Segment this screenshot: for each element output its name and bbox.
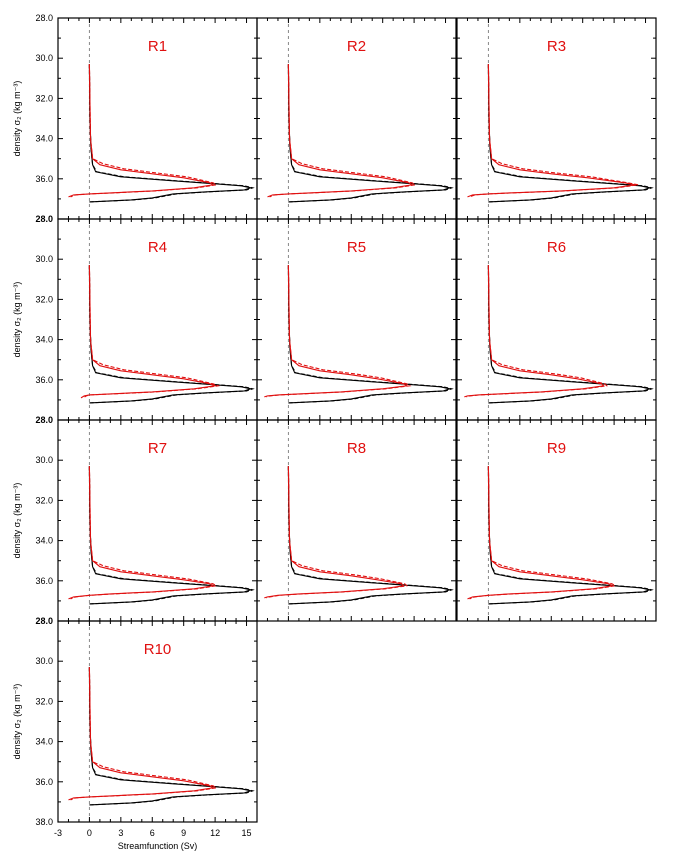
x-axis-label: Streamfunction (Sv) [118, 841, 198, 851]
series-line-red-dashed [266, 265, 412, 398]
y-tick-label: 32.0 [35, 495, 53, 505]
y-tick-label: 34.0 [35, 737, 53, 747]
panel-r1: 28.0 30.0 32.0 34.0 36.0 density σ₂ (kg m⁻³) R… [12, 13, 258, 220]
panel-title: R3 [547, 38, 566, 55]
y-tick-label: 32.0 [35, 294, 53, 304]
series-line-black-solid [487, 466, 652, 605]
series-line-red-dashed [82, 265, 221, 399]
panel-title: R1 [148, 38, 167, 55]
y-tick-label: 36.0 [35, 777, 53, 787]
panel-r7: 28.0 30.0 32.0 34.0 36.0 density σ₂ (kg m⁻³) R… [12, 415, 258, 622]
y-tick-label: 32.0 [35, 696, 53, 706]
y-tick-label: 34.0 [35, 134, 53, 144]
series-line-red-solid [264, 466, 405, 599]
panel-title: R9 [547, 440, 566, 457]
x-tick-label: 12 [210, 828, 220, 838]
series-line-red-solid [80, 265, 218, 399]
series-line-red-dashed [266, 466, 409, 599]
series-line-red-dashed [466, 265, 609, 398]
x-tick-label: -3 [54, 828, 62, 838]
series-line-black-solid [88, 64, 253, 203]
y-tick-label: 32.0 [35, 93, 53, 103]
panel-r5: R5 [256, 218, 457, 421]
series-line-black-solid [487, 64, 652, 203]
panel-title: R8 [347, 440, 366, 457]
panels-layer: 28.0 30.0 32.0 34.0 36.0 density σ₂ (kg m⁻³) R… [12, 13, 657, 851]
panel-r9: R9 [456, 419, 657, 622]
series-line-black-dashed [88, 667, 255, 806]
y-axis-label: density σ₂ (kg m⁻³) [12, 483, 22, 559]
series-line-red-solid [68, 64, 215, 198]
series-line-black-solid [287, 64, 452, 203]
x-tick-label: 6 [150, 828, 155, 838]
y-tick-label: 30.0 [35, 656, 53, 666]
panel-title: R10 [144, 641, 172, 658]
series-line-red-dashed [469, 466, 617, 600]
series-line-black-dashed [88, 265, 255, 404]
y-tick-label: 30.0 [35, 53, 53, 63]
y-tick-label: 30.0 [35, 254, 53, 264]
series-line-black-solid [287, 265, 452, 404]
y-axis-label: density σ₂ (kg m⁻³) [12, 684, 22, 760]
panel-title: R2 [347, 38, 366, 55]
series-line-black-solid [487, 265, 652, 404]
series-line-black-dashed [487, 466, 654, 605]
series-line-black-dashed [287, 64, 454, 203]
x-tick-label: 0 [87, 828, 92, 838]
panel-title: R7 [148, 440, 167, 457]
panel-r4: 28.0 30.0 32.0 34.0 36.0 density σ₂ (kg m⁻³) R… [12, 214, 258, 421]
y-tick-label: 28.0 [35, 214, 53, 224]
series-line-red-solid [68, 466, 215, 600]
series-line-black-solid [88, 265, 253, 404]
series-line-red-dashed [269, 64, 417, 198]
y-tick-label: 36.0 [35, 174, 53, 184]
panel-title: R6 [547, 239, 566, 256]
series-line-black-dashed [88, 64, 255, 203]
series-line-red-dashed [469, 64, 639, 198]
series-line-red-solid [467, 64, 636, 198]
y-tick-label: 28.0 [35, 616, 53, 626]
series-line-red-solid [267, 64, 414, 198]
y-tick-label: 34.0 [35, 335, 53, 345]
panel-title: R4 [148, 239, 167, 256]
series-line-red-solid [264, 265, 409, 398]
series-line-red-solid [467, 466, 614, 600]
panel-r8: R8 [256, 419, 457, 622]
x-axis-labels: -3 0 3 6 9 12 15 Streamfunction (Sv) [54, 828, 252, 851]
panel-r2: R2 [256, 17, 457, 220]
x-tick-label: 15 [242, 828, 252, 838]
y-axis-label: density σ₂ (kg m⁻³) [12, 81, 22, 157]
y-tick-label: 36.0 [35, 576, 53, 586]
x-tick-label: 3 [118, 828, 123, 838]
panel-r10: 28.0 30.0 32.0 34.0 36.0 38.0 density σ₂ (kg m… [12, 616, 258, 827]
series-line-black-dashed [487, 265, 654, 404]
y-tick-label: 28.0 [35, 13, 53, 23]
series-line-black-dashed [287, 265, 454, 404]
y-tick-label: 34.0 [35, 536, 53, 546]
y-axis-label: density σ₂ (kg m⁻³) [12, 282, 22, 358]
y-tick-label: 28.0 [35, 415, 53, 425]
panel-r3: R3 [456, 17, 657, 220]
series-line-black-solid [287, 466, 452, 605]
series-line-black-solid [88, 667, 253, 806]
series-line-red-solid [68, 667, 215, 801]
series-line-black-dashed [88, 466, 255, 605]
y-tick-label: 38.0 [35, 817, 53, 827]
panel-r6: R6 [456, 218, 657, 421]
x-tick-label: 9 [181, 828, 186, 838]
series-line-red-dashed [70, 466, 218, 600]
series-line-red-dashed [70, 64, 218, 198]
y-tick-label: 30.0 [35, 455, 53, 465]
series-line-black-solid [88, 466, 253, 605]
series-line-red-dashed [70, 667, 218, 801]
series-line-black-dashed [487, 64, 654, 203]
y-tick-label: 36.0 [35, 375, 53, 385]
series-line-red-solid [464, 265, 605, 398]
panel-title: R5 [347, 239, 366, 256]
series-line-black-dashed [287, 466, 454, 605]
